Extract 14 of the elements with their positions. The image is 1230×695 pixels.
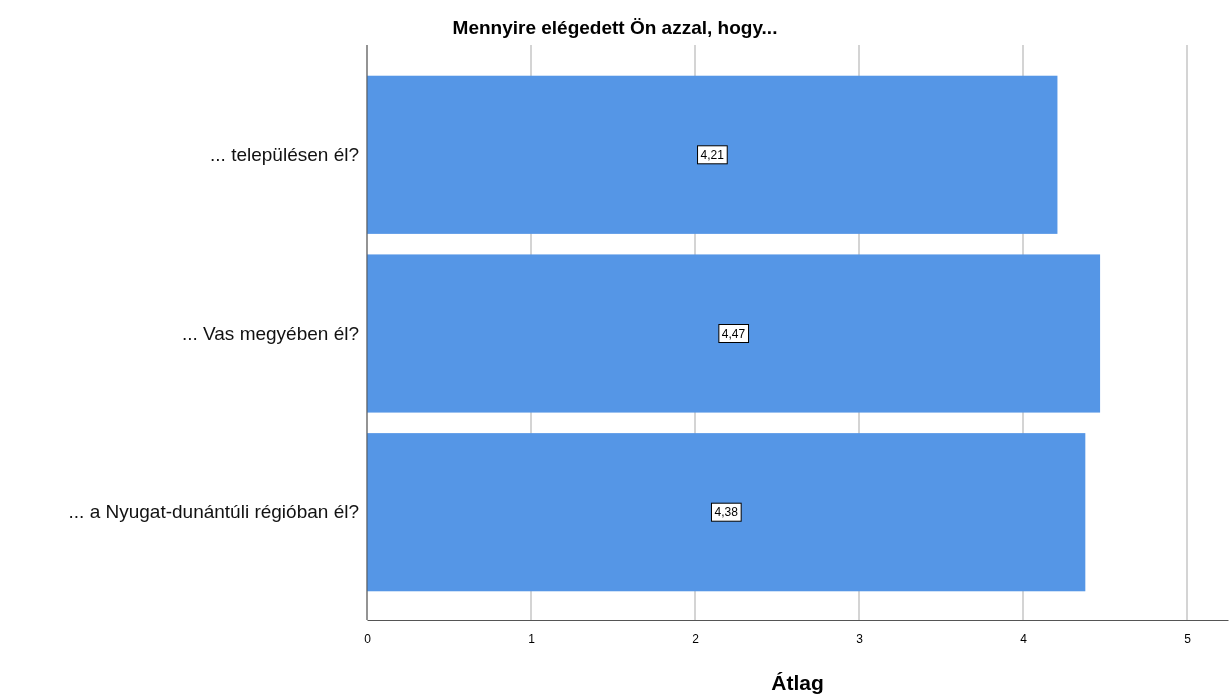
y-tick-label: ... a Nyugat-dunántúli régióban él? bbox=[68, 501, 359, 523]
y-tick-label: ... településen él? bbox=[210, 143, 359, 165]
x-tick-label: 1 bbox=[528, 631, 536, 646]
x-tick-label: 5 bbox=[1184, 631, 1192, 646]
x-tick-label: 2 bbox=[692, 631, 700, 646]
data-label: 4,21 bbox=[700, 147, 725, 162]
x-tick-label: 3 bbox=[856, 631, 864, 646]
data-label: 4,47 bbox=[721, 326, 746, 341]
y-tick-label: ... Vas megyében él? bbox=[181, 322, 359, 344]
x-tick-label: 4 bbox=[1020, 631, 1028, 646]
data-label: 4,38 bbox=[714, 505, 739, 520]
chart-title: Mennyire elégedett Ön azzal, hogy... bbox=[452, 17, 778, 38]
x-axis-title: Átlag bbox=[771, 671, 824, 694]
x-tick-label: 0 bbox=[364, 631, 372, 646]
